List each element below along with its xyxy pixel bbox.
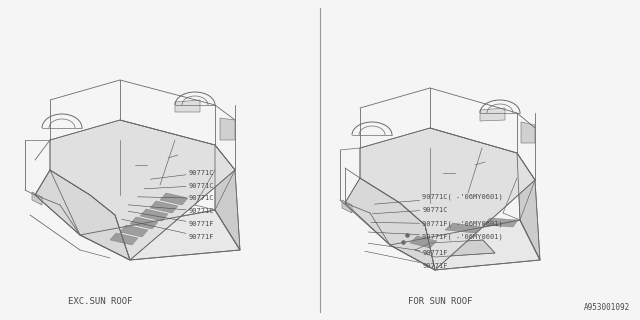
Text: 90771F: 90771F — [122, 219, 214, 240]
Polygon shape — [410, 236, 437, 248]
Text: 90771C: 90771C — [138, 196, 214, 201]
Text: 90771F( -'06MY0601): 90771F( -'06MY0601) — [368, 232, 503, 240]
Polygon shape — [175, 100, 200, 112]
Text: 90771F( -'06MY0601): 90771F( -'06MY0601) — [371, 221, 503, 227]
Text: 90771F: 90771F — [368, 243, 448, 256]
Polygon shape — [110, 233, 138, 245]
Text: A953001092: A953001092 — [584, 303, 630, 312]
Polygon shape — [50, 120, 235, 260]
Polygon shape — [521, 122, 535, 143]
Polygon shape — [483, 218, 518, 227]
Polygon shape — [150, 201, 178, 213]
Polygon shape — [160, 193, 188, 205]
Text: 90771C: 90771C — [144, 183, 214, 189]
Polygon shape — [415, 240, 495, 257]
Text: EXC.SUN ROOF: EXC.SUN ROOF — [68, 298, 132, 307]
Polygon shape — [130, 217, 158, 229]
Polygon shape — [445, 223, 481, 233]
Polygon shape — [140, 209, 168, 221]
Text: 90771F: 90771F — [365, 251, 448, 268]
Text: 90771F: 90771F — [128, 211, 214, 227]
Polygon shape — [517, 153, 540, 260]
Text: FOR SUN ROOF: FOR SUN ROOF — [408, 298, 472, 307]
Polygon shape — [342, 200, 352, 213]
Polygon shape — [32, 192, 42, 205]
Text: 90771C( -'06MY0601): 90771C( -'06MY0601) — [374, 194, 503, 204]
Polygon shape — [35, 170, 130, 260]
Polygon shape — [220, 118, 235, 140]
Polygon shape — [80, 210, 240, 260]
Text: 90771C: 90771C — [128, 205, 214, 214]
Polygon shape — [120, 225, 148, 237]
Polygon shape — [480, 108, 505, 121]
Text: 90771C: 90771C — [372, 207, 448, 214]
Text: 90771C: 90771C — [150, 170, 214, 179]
Polygon shape — [390, 220, 540, 270]
Polygon shape — [360, 128, 535, 270]
Polygon shape — [215, 145, 240, 250]
Polygon shape — [345, 178, 435, 270]
